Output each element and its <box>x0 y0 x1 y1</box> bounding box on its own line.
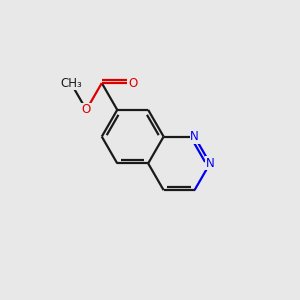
Text: CH₃: CH₃ <box>60 76 82 90</box>
Text: O: O <box>128 76 137 90</box>
Text: N: N <box>206 157 214 170</box>
Text: N: N <box>190 130 199 143</box>
Text: O: O <box>82 103 91 116</box>
